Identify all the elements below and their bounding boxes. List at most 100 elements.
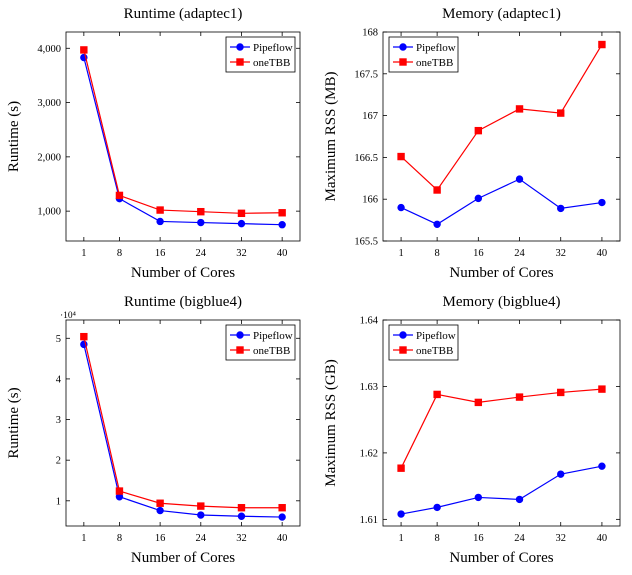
chart-title: Runtime (bigblue4)	[124, 294, 242, 310]
y-tick-label: 1.61	[360, 515, 378, 526]
y-axis-label: Runtime (s)	[6, 387, 22, 458]
chart-title: Memory (bigblue4)	[443, 294, 561, 310]
y-tick-label: 166.5	[354, 153, 378, 164]
y-tick-label: 3	[56, 415, 61, 426]
x-tick-label: 24	[514, 533, 525, 544]
data-point-pipeflow	[156, 506, 164, 515]
data-point-onetbb	[197, 207, 205, 216]
x-tick-label: 8	[117, 248, 122, 259]
y-exponent-label: ·10⁴	[60, 311, 77, 321]
data-point-pipeflow	[197, 218, 205, 227]
legend: Pipeflow oneTBB	[388, 324, 459, 361]
data-point-onetbb	[278, 209, 286, 217]
data-point-pipeflow	[433, 503, 441, 512]
x-tick-label: 24	[196, 248, 207, 259]
data-point-onetbb	[80, 332, 88, 341]
data-point-pipeflow	[278, 513, 286, 521]
x-tick-label: 16	[473, 248, 484, 259]
data-point-pipeflow	[515, 495, 524, 504]
legend-label-pipeflow: Pipeflow	[253, 42, 293, 54]
data-point-onetbb	[515, 105, 524, 113]
legend-label-onetbb: oneTBB	[253, 345, 290, 357]
chart-panel-2: Memory (adaptec1) Number of Cores Maximum …	[323, 6, 621, 281]
data-point-onetbb	[237, 504, 246, 512]
series-line-onetbb	[400, 44, 603, 191]
x-tick-label: 8	[435, 248, 440, 259]
x-tick-label: 40	[277, 248, 288, 259]
x-tick-label: 40	[597, 248, 608, 259]
legend-label-pipeflow: Pipeflow	[253, 330, 293, 342]
x-tick-label: 8	[435, 533, 440, 544]
data-point-onetbb	[474, 126, 483, 135]
data-point-pipeflow	[557, 204, 565, 213]
x-tick-label: 32	[236, 533, 247, 544]
legend-marker-onetbb	[236, 58, 244, 66]
data-point-onetbb	[515, 393, 524, 401]
y-axis-label: Maximum RSS (GB)	[323, 359, 339, 487]
data-point-pipeflow	[156, 217, 164, 226]
legend-marker-pipeflow	[236, 331, 244, 339]
y-tick-label: 165.5	[354, 237, 378, 248]
series-line-onetbb	[83, 49, 283, 214]
data-point-onetbb	[474, 398, 483, 407]
plot-frame	[382, 319, 621, 527]
plot-frame	[382, 31, 621, 242]
y-tick-label: 1	[56, 496, 61, 507]
data-point-onetbb	[156, 206, 164, 214]
data-point-onetbb	[433, 390, 441, 399]
series-line-pipeflow	[400, 465, 603, 515]
x-tick-label: 1	[398, 248, 403, 259]
y-tick-label: 168	[362, 28, 378, 39]
data-point-onetbb	[433, 186, 441, 194]
plot-frame	[65, 31, 301, 242]
data-point-onetbb	[115, 191, 124, 200]
legend-marker-pipeflow	[399, 331, 407, 339]
y-tick-label: 1,000	[37, 207, 61, 218]
data-point-onetbb	[115, 487, 124, 495]
data-point-pipeflow	[557, 470, 565, 478]
data-point-pipeflow	[598, 462, 606, 470]
data-point-onetbb	[397, 464, 405, 472]
y-tick-label: 167.5	[354, 69, 378, 80]
data-point-onetbb	[557, 109, 565, 117]
y-tick-label: 2,000	[37, 152, 61, 163]
data-point-onetbb	[557, 388, 565, 397]
y-tick-label: 3,000	[37, 98, 61, 109]
y-tick-label: 2	[56, 456, 61, 467]
y-tick-label: 5	[56, 334, 61, 345]
data-point-onetbb	[197, 502, 205, 510]
data-point-pipeflow	[397, 203, 405, 212]
legend-marker-pipeflow	[236, 43, 244, 51]
series-line-onetbb	[83, 336, 283, 509]
data-point-onetbb	[598, 385, 606, 393]
y-tick-label: 1.63	[360, 382, 378, 393]
chart-panel-3: Runtime (bigblue4) Number of Cores Runtime…	[6, 294, 301, 566]
legend: Pipeflow oneTBB	[225, 36, 296, 73]
x-tick-label: 32	[555, 248, 566, 259]
series-line-onetbb	[400, 388, 602, 469]
y-tick-label: 167	[362, 111, 378, 122]
chart-title: Memory (adaptec1)	[442, 6, 561, 22]
legend-marker-onetbb	[236, 346, 244, 354]
data-point-pipeflow	[278, 221, 286, 229]
x-axis-label: Number of Cores	[131, 550, 235, 566]
x-tick-label: 32	[555, 533, 566, 544]
x-tick-label: 16	[155, 248, 166, 259]
x-tick-label: 40	[277, 533, 288, 544]
legend-label-onetbb: oneTBB	[253, 57, 290, 69]
data-point-pipeflow	[515, 175, 524, 183]
y-axis-label: Maximum RSS (MB)	[323, 71, 339, 201]
data-point-pipeflow	[474, 194, 483, 203]
x-tick-label: 32	[236, 248, 247, 259]
legend-box	[388, 324, 459, 361]
chart-panel-4: Memory (bigblue4) Number of Cores Maximum …	[323, 294, 621, 566]
legend-label-onetbb: oneTBB	[416, 345, 453, 357]
legend: Pipeflow oneTBB	[225, 324, 296, 361]
legend-label-pipeflow: Pipeflow	[416, 330, 456, 342]
data-point-pipeflow	[237, 219, 246, 228]
y-tick-label: 1.62	[360, 448, 378, 459]
chart-title: Runtime (adaptec1)	[124, 6, 243, 22]
x-tick-label: 1	[81, 248, 86, 259]
